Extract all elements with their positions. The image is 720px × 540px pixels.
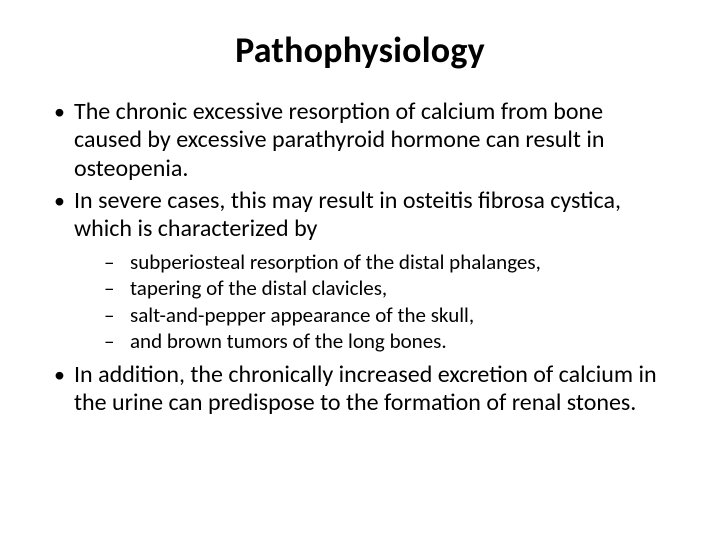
list-item: In severe cases, this may result in oste… — [48, 187, 672, 355]
slide-title: Pathophysiology — [48, 28, 672, 72]
list-item: subperiosteal resorption of the distal p… — [74, 250, 672, 276]
main-bullet-list: The chronic excessive resorption of calc… — [48, 98, 672, 418]
sub-bullet-list: subperiosteal resorption of the distal p… — [74, 250, 672, 355]
list-item: The chronic excessive resorption of calc… — [48, 98, 672, 183]
list-item: In addition, the chronically increased e… — [48, 361, 672, 418]
list-item-text: In severe cases, this may result in oste… — [74, 186, 621, 243]
list-item: and brown tumors of the long bones. — [74, 329, 672, 355]
list-item: tapering of the distal clavicles, — [74, 276, 672, 302]
list-item: salt-and-pepper appearance of the skull, — [74, 303, 672, 329]
